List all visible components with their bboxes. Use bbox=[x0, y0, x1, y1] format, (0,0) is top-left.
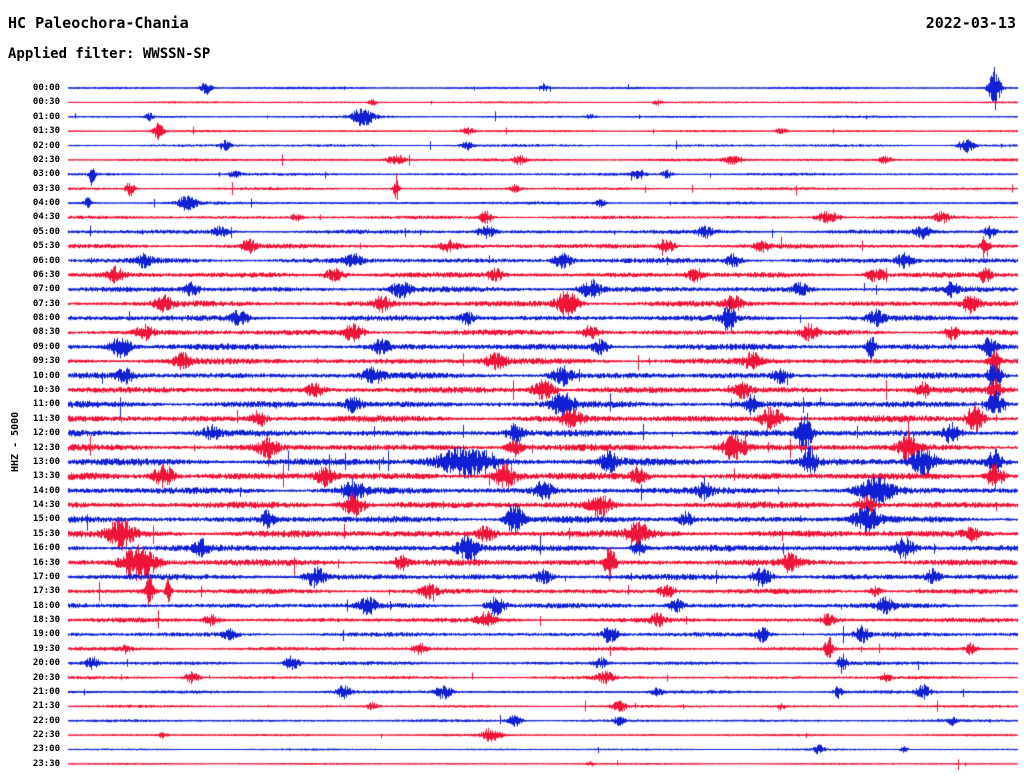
time-label: 13:30 bbox=[32, 471, 60, 482]
time-label: 17:00 bbox=[32, 571, 60, 582]
time-label: 20:00 bbox=[32, 658, 60, 669]
time-label: 15:30 bbox=[32, 528, 60, 539]
time-label: 16:00 bbox=[32, 543, 60, 554]
time-label: 20:30 bbox=[32, 672, 60, 683]
time-label: 15:00 bbox=[32, 514, 60, 525]
time-label: 16:30 bbox=[32, 557, 60, 568]
time-label: 06:30 bbox=[32, 269, 60, 280]
time-label: 04:00 bbox=[32, 198, 60, 209]
time-label: 11:00 bbox=[32, 399, 60, 410]
time-label: 09:00 bbox=[32, 341, 60, 352]
time-label: 21:00 bbox=[32, 686, 60, 697]
time-label: 17:30 bbox=[32, 586, 60, 597]
time-label: 04:30 bbox=[32, 212, 60, 223]
station-title: HC Paleochora-Chania bbox=[8, 14, 189, 32]
time-label: 00:30 bbox=[32, 97, 60, 108]
time-label: 23:00 bbox=[32, 744, 60, 755]
time-label: 14:00 bbox=[32, 485, 60, 496]
time-label: 19:30 bbox=[32, 643, 60, 654]
time-label: 07:30 bbox=[32, 298, 60, 309]
time-label: 06:00 bbox=[32, 255, 60, 266]
time-label: 09:30 bbox=[32, 356, 60, 367]
time-label: 03:30 bbox=[32, 183, 60, 194]
time-label: 21:30 bbox=[32, 701, 60, 712]
time-label: 13:00 bbox=[32, 456, 60, 467]
time-label: 12:30 bbox=[32, 442, 60, 453]
time-label: 10:00 bbox=[32, 370, 60, 381]
time-label: 08:30 bbox=[32, 327, 60, 338]
time-label: 11:30 bbox=[32, 413, 60, 424]
time-label: 19:00 bbox=[32, 629, 60, 640]
time-label: 18:00 bbox=[32, 600, 60, 611]
date-label: 2022-03-13 bbox=[925, 14, 1016, 32]
time-label: 18:30 bbox=[32, 615, 60, 626]
time-label: 03:00 bbox=[32, 169, 60, 180]
time-label: 00:00 bbox=[32, 83, 60, 93]
time-label: 01:30 bbox=[32, 126, 60, 137]
time-label: 22:00 bbox=[32, 715, 60, 726]
time-label: 07:00 bbox=[32, 284, 60, 295]
time-label: 23:30 bbox=[32, 758, 60, 769]
time-label: 02:30 bbox=[32, 154, 60, 165]
time-label: 05:00 bbox=[32, 226, 60, 237]
filter-label: Applied filter: WWSSN-SP bbox=[8, 46, 211, 62]
time-label: 12:00 bbox=[32, 428, 60, 439]
time-label: 22:30 bbox=[32, 730, 60, 741]
time-label: 14:30 bbox=[32, 500, 60, 511]
time-label: 05:30 bbox=[32, 241, 60, 252]
time-label: 01:00 bbox=[32, 111, 60, 122]
time-label: 02:00 bbox=[32, 140, 60, 151]
time-label: 10:30 bbox=[32, 384, 60, 395]
time-label: 08:00 bbox=[32, 313, 60, 324]
